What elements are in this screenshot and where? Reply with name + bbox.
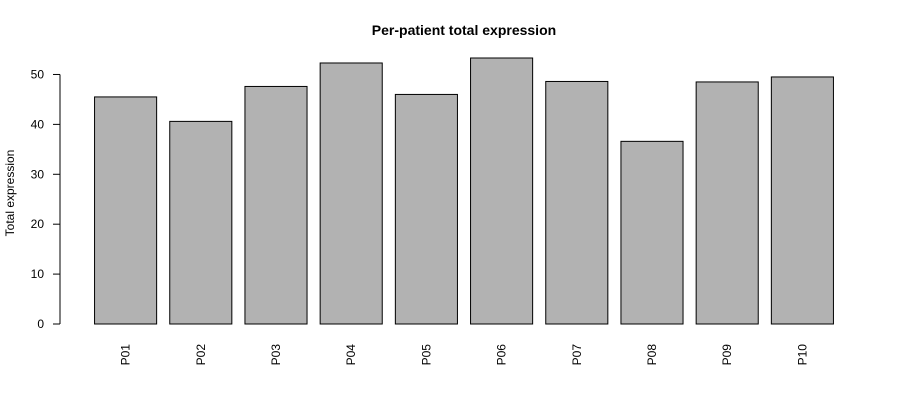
x-tick-label-p07: P07	[570, 344, 584, 366]
x-tick-label-p09: P09	[720, 344, 734, 366]
bar-p08	[620, 140, 684, 325]
y-tick-label: 30	[31, 167, 45, 181]
bar-p03	[244, 85, 308, 325]
bar-p09	[695, 81, 759, 325]
bars-group	[94, 57, 834, 325]
x-tick-label-p08: P08	[645, 344, 659, 366]
bar-p06	[470, 57, 534, 325]
x-tick-label-p04: P04	[344, 344, 358, 366]
x-tick-label-p05: P05	[419, 344, 433, 366]
y-tick-label: 40	[31, 117, 45, 131]
x-tick-labels: P01 P02 P03 P04 P05 P06 P07 P08 P09 P10	[119, 344, 810, 366]
y-axis-label: Total expression	[3, 150, 17, 237]
chart-title: Per-patient total expression	[372, 22, 556, 38]
x-tick-label-p10: P10	[795, 344, 809, 366]
bar-p02	[169, 120, 233, 325]
x-tick-label-p02: P02	[194, 344, 208, 366]
bar-p01	[94, 96, 158, 325]
bar-p10	[770, 76, 834, 325]
bar-p07	[545, 80, 609, 325]
x-tick-label-p06: P06	[495, 344, 509, 366]
y-tick-label: 0	[37, 317, 44, 331]
y-axis: 0 10 20 30 40 50	[31, 67, 61, 331]
x-tick-label-p03: P03	[269, 344, 283, 366]
bar-p05	[394, 93, 458, 325]
y-tick-label: 50	[31, 67, 45, 81]
y-tick-label: 20	[31, 217, 45, 231]
bar-p04	[319, 62, 383, 325]
x-tick-label-p01: P01	[119, 344, 133, 366]
y-tick-label: 10	[31, 267, 45, 281]
